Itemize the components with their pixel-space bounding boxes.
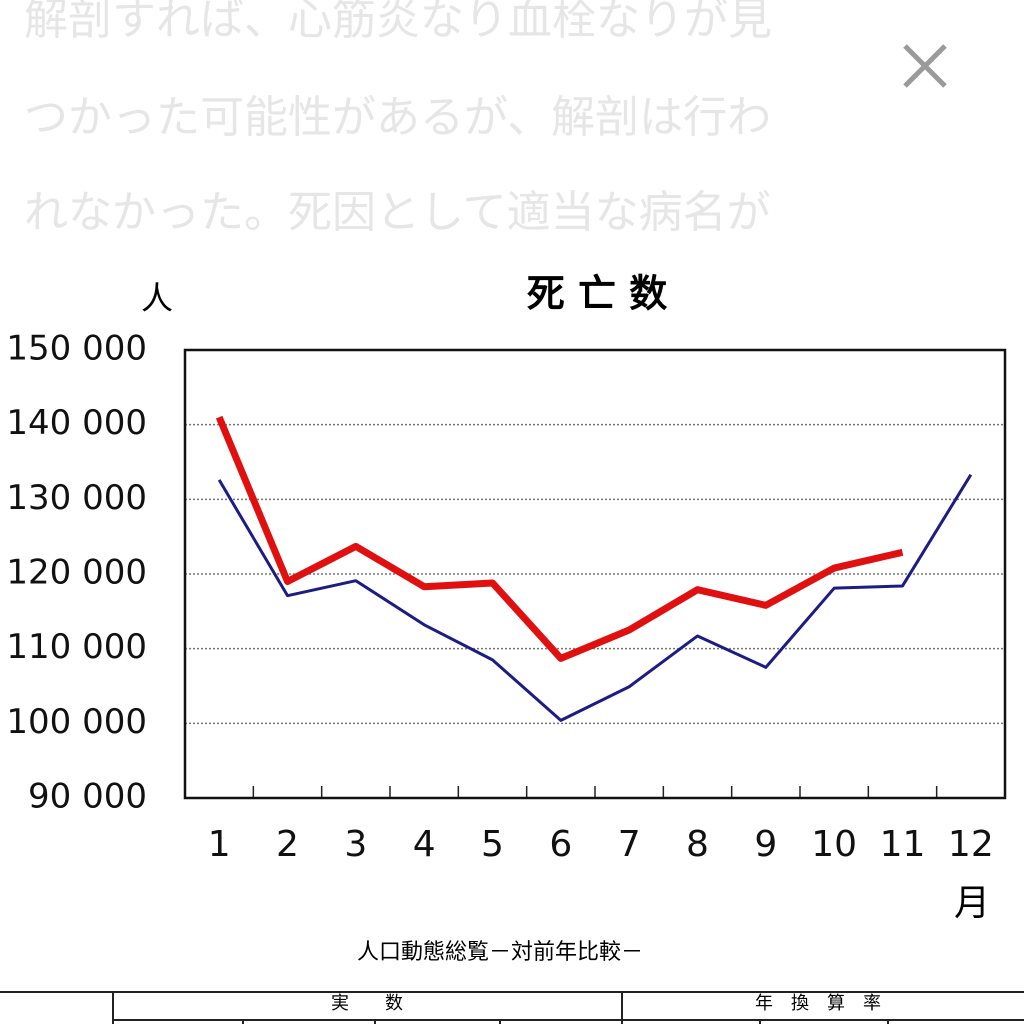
overlay-line: 解剖すれば、心筋炎なり血栓なりが見 xyxy=(24,0,772,45)
y-tick-label: 100 000 xyxy=(6,702,147,742)
x-tick-label: 3 xyxy=(344,824,367,865)
series-line xyxy=(215,415,904,662)
table-frame xyxy=(0,991,1024,1024)
y-tick-label: 150 000 xyxy=(6,329,147,369)
overlay-line: つかった可能性があるが、解剖は行わ xyxy=(24,92,771,143)
x-tick-label: 8 xyxy=(686,824,709,865)
y-tick-label: 90 000 xyxy=(28,777,147,817)
x-tick-label: 6 xyxy=(549,824,572,865)
x-tick-label: 5 xyxy=(481,824,504,865)
x-tick-label: 11 xyxy=(880,824,926,865)
table-header: 年 換 算 率 xyxy=(755,993,881,1014)
x-tick-label: 10 xyxy=(811,824,857,865)
x-tick-label: 2 xyxy=(276,824,299,865)
x-tick-label: 7 xyxy=(618,824,641,865)
table-header: 実 数 xyxy=(331,993,403,1014)
x-tick-label: 12 xyxy=(948,824,994,865)
y-tick-label: 140 000 xyxy=(6,403,147,443)
close-button[interactable] xyxy=(903,44,947,88)
x-tick-label: 1 xyxy=(208,824,231,865)
chart-title: 死 亡 数 xyxy=(527,272,667,316)
overlay-line: れなかった。死因として適当な病名が xyxy=(24,187,771,238)
y-tick-label: 120 000 xyxy=(6,553,147,593)
y-axis-label: 人 xyxy=(141,279,173,317)
x-tick-label: 4 xyxy=(413,824,436,865)
series-line xyxy=(217,473,973,722)
table-caption: 人口動態総覧－対前年比較－ xyxy=(357,940,643,965)
x-axis-label: 月 xyxy=(954,883,990,924)
y-tick-label: 110 000 xyxy=(6,627,147,667)
y-tick-label: 130 000 xyxy=(6,478,147,518)
x-tick-label: 9 xyxy=(754,824,777,865)
plot-frame xyxy=(183,348,1007,800)
